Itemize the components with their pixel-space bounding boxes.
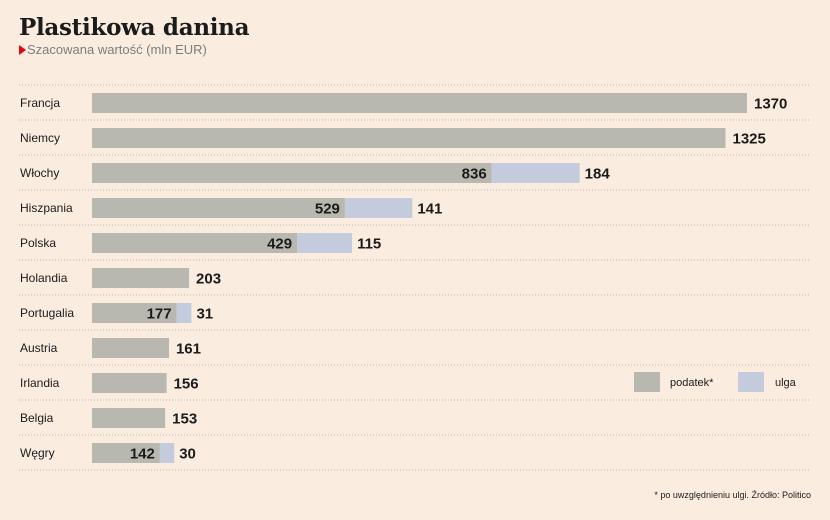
legend-swatch-podatek [634, 372, 660, 392]
value-label-ulga: 31 [196, 306, 213, 323]
category-label: Polska [20, 236, 56, 250]
value-label-podatek: 177 [147, 306, 172, 323]
value-label-ulga: 141 [417, 201, 442, 218]
category-label: Hiszpania [20, 201, 73, 215]
footnote: * po uwzględnieniu ulgi. Źródło: Politic… [654, 490, 811, 500]
bar-podatek [92, 93, 747, 113]
bar-podatek [92, 163, 492, 183]
value-label-podatek: 1370 [754, 96, 787, 113]
value-label-podatek: 529 [315, 201, 340, 218]
bar-ulga [176, 303, 192, 323]
value-label-ulga: 30 [179, 446, 196, 463]
bar-ulga [344, 198, 413, 218]
bar-podatek [92, 233, 298, 253]
bar-podatek [92, 408, 166, 428]
value-label-ulga: 184 [585, 166, 611, 183]
bar-podatek [92, 128, 726, 148]
chart-subtitle: Szacowana wartość (mln EUR) [19, 42, 207, 57]
bar-podatek [92, 373, 167, 393]
value-label-podatek: 156 [174, 376, 199, 393]
value-label-podatek: 429 [267, 236, 292, 253]
red-triangle-icon [19, 45, 26, 55]
category-label: Portugalia [20, 306, 74, 320]
value-label-podatek: 142 [130, 446, 155, 463]
value-label-podatek: 836 [462, 166, 487, 183]
bar-podatek [92, 268, 190, 288]
bar-podatek [92, 198, 345, 218]
value-label-podatek: 1325 [732, 131, 765, 148]
bar-ulga [297, 233, 353, 253]
legend-swatch-ulga [738, 372, 764, 392]
chart-title: Plastikowa danina [19, 14, 250, 41]
category-label: Austria [20, 341, 58, 355]
category-label: Francja [20, 96, 60, 110]
value-label-podatek: 203 [196, 271, 221, 288]
bar-podatek [92, 338, 169, 358]
category-label: Niemcy [20, 131, 60, 145]
bar-podatek [92, 303, 177, 323]
value-label-ulga: 115 [357, 236, 381, 253]
category-label: Węgry [20, 446, 55, 460]
bar-ulga [159, 443, 175, 463]
category-label: Włochy [20, 166, 59, 180]
subtitle-text: Szacowana wartość (mln EUR) [27, 42, 207, 57]
category-label: Holandia [20, 271, 68, 285]
legend-label-podatek: podatek* [670, 377, 714, 389]
legend-label-ulga: ulga [775, 377, 797, 389]
value-label-podatek: 161 [176, 341, 201, 358]
category-label: Irlandia [20, 376, 60, 390]
bar-ulga [491, 163, 580, 183]
bar-podatek [92, 443, 160, 463]
category-label: Belgia [20, 411, 54, 425]
value-label-podatek: 153 [172, 411, 197, 428]
